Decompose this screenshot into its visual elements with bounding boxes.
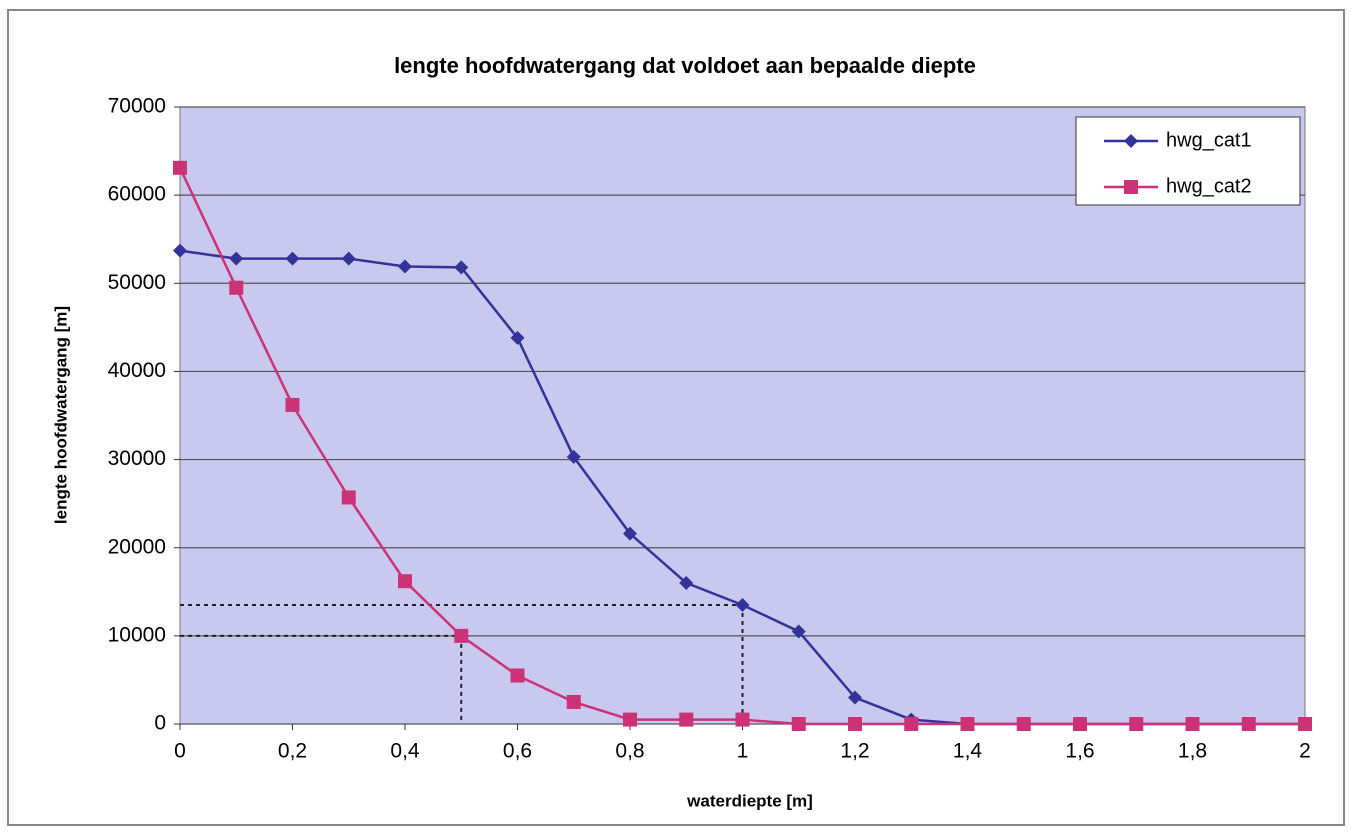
x-tick-label: 2	[1299, 740, 1311, 763]
data-point	[285, 397, 300, 412]
data-point	[510, 668, 525, 683]
x-tick-label: 1,8	[1178, 740, 1207, 763]
chart-title: lengte hoofdwatergang dat voldoet aan be…	[394, 53, 976, 78]
y-tick-label: 40000	[108, 359, 166, 382]
y-tick-label: 50000	[108, 271, 166, 294]
data-point	[904, 717, 919, 731]
y-tick-label: 10000	[108, 623, 166, 646]
data-point	[510, 330, 525, 345]
x-tick-label: 1,2	[840, 740, 869, 763]
data-point	[341, 490, 356, 505]
x-tick-label: 0,2	[278, 740, 307, 763]
x-tick-label: 1,4	[953, 740, 983, 763]
data-point	[173, 243, 187, 258]
data-point	[735, 712, 750, 727]
x-tick-label: 1,6	[1065, 740, 1094, 763]
y-tick-label: 0	[154, 712, 166, 735]
y-tick-label: 70000	[108, 95, 166, 118]
data-point	[1129, 717, 1144, 731]
data-point	[566, 694, 581, 709]
x-tick-label: 1	[737, 740, 749, 763]
y-tick-label: 60000	[108, 183, 166, 206]
data-point	[566, 449, 581, 464]
data-point	[679, 712, 694, 727]
data-point	[1016, 717, 1031, 731]
data-point	[848, 717, 862, 731]
data-point	[1073, 717, 1087, 731]
data-point	[398, 259, 412, 274]
data-point	[285, 251, 300, 266]
legend-label: hwg_cat1	[1166, 129, 1252, 151]
x-axis-label: waterdiepte [m]	[686, 791, 813, 810]
y-tick-label: 20000	[108, 535, 166, 558]
data-point	[623, 712, 637, 727]
y-tick-label: 30000	[108, 447, 166, 470]
data-point	[1185, 717, 1200, 731]
data-point	[454, 260, 469, 275]
data-point	[679, 575, 694, 590]
data-point	[791, 717, 806, 731]
data-point	[173, 160, 187, 175]
data-point	[229, 280, 244, 295]
data-point	[341, 251, 356, 266]
data-point	[1241, 717, 1256, 731]
legend-label: hwg_cat2	[1166, 175, 1252, 197]
x-tick-label: 0	[174, 740, 186, 763]
x-tick-label: 0,6	[503, 740, 532, 763]
data-point	[229, 251, 244, 266]
data-point	[791, 624, 806, 639]
x-tick-label: 0,4	[390, 740, 420, 763]
x-tick-label: 0,8	[615, 740, 644, 763]
data-point	[1298, 717, 1312, 731]
legend-marker	[1124, 134, 1138, 148]
data-point	[623, 526, 637, 541]
legend-marker	[1124, 180, 1138, 194]
legend-box	[1075, 116, 1301, 206]
data-point	[735, 598, 750, 613]
y-axis-label: lengte hoofdwatergang [m]	[51, 306, 70, 524]
data-point	[960, 717, 975, 731]
data-point	[454, 628, 469, 643]
data-point	[398, 574, 412, 589]
data-point	[848, 690, 862, 705]
